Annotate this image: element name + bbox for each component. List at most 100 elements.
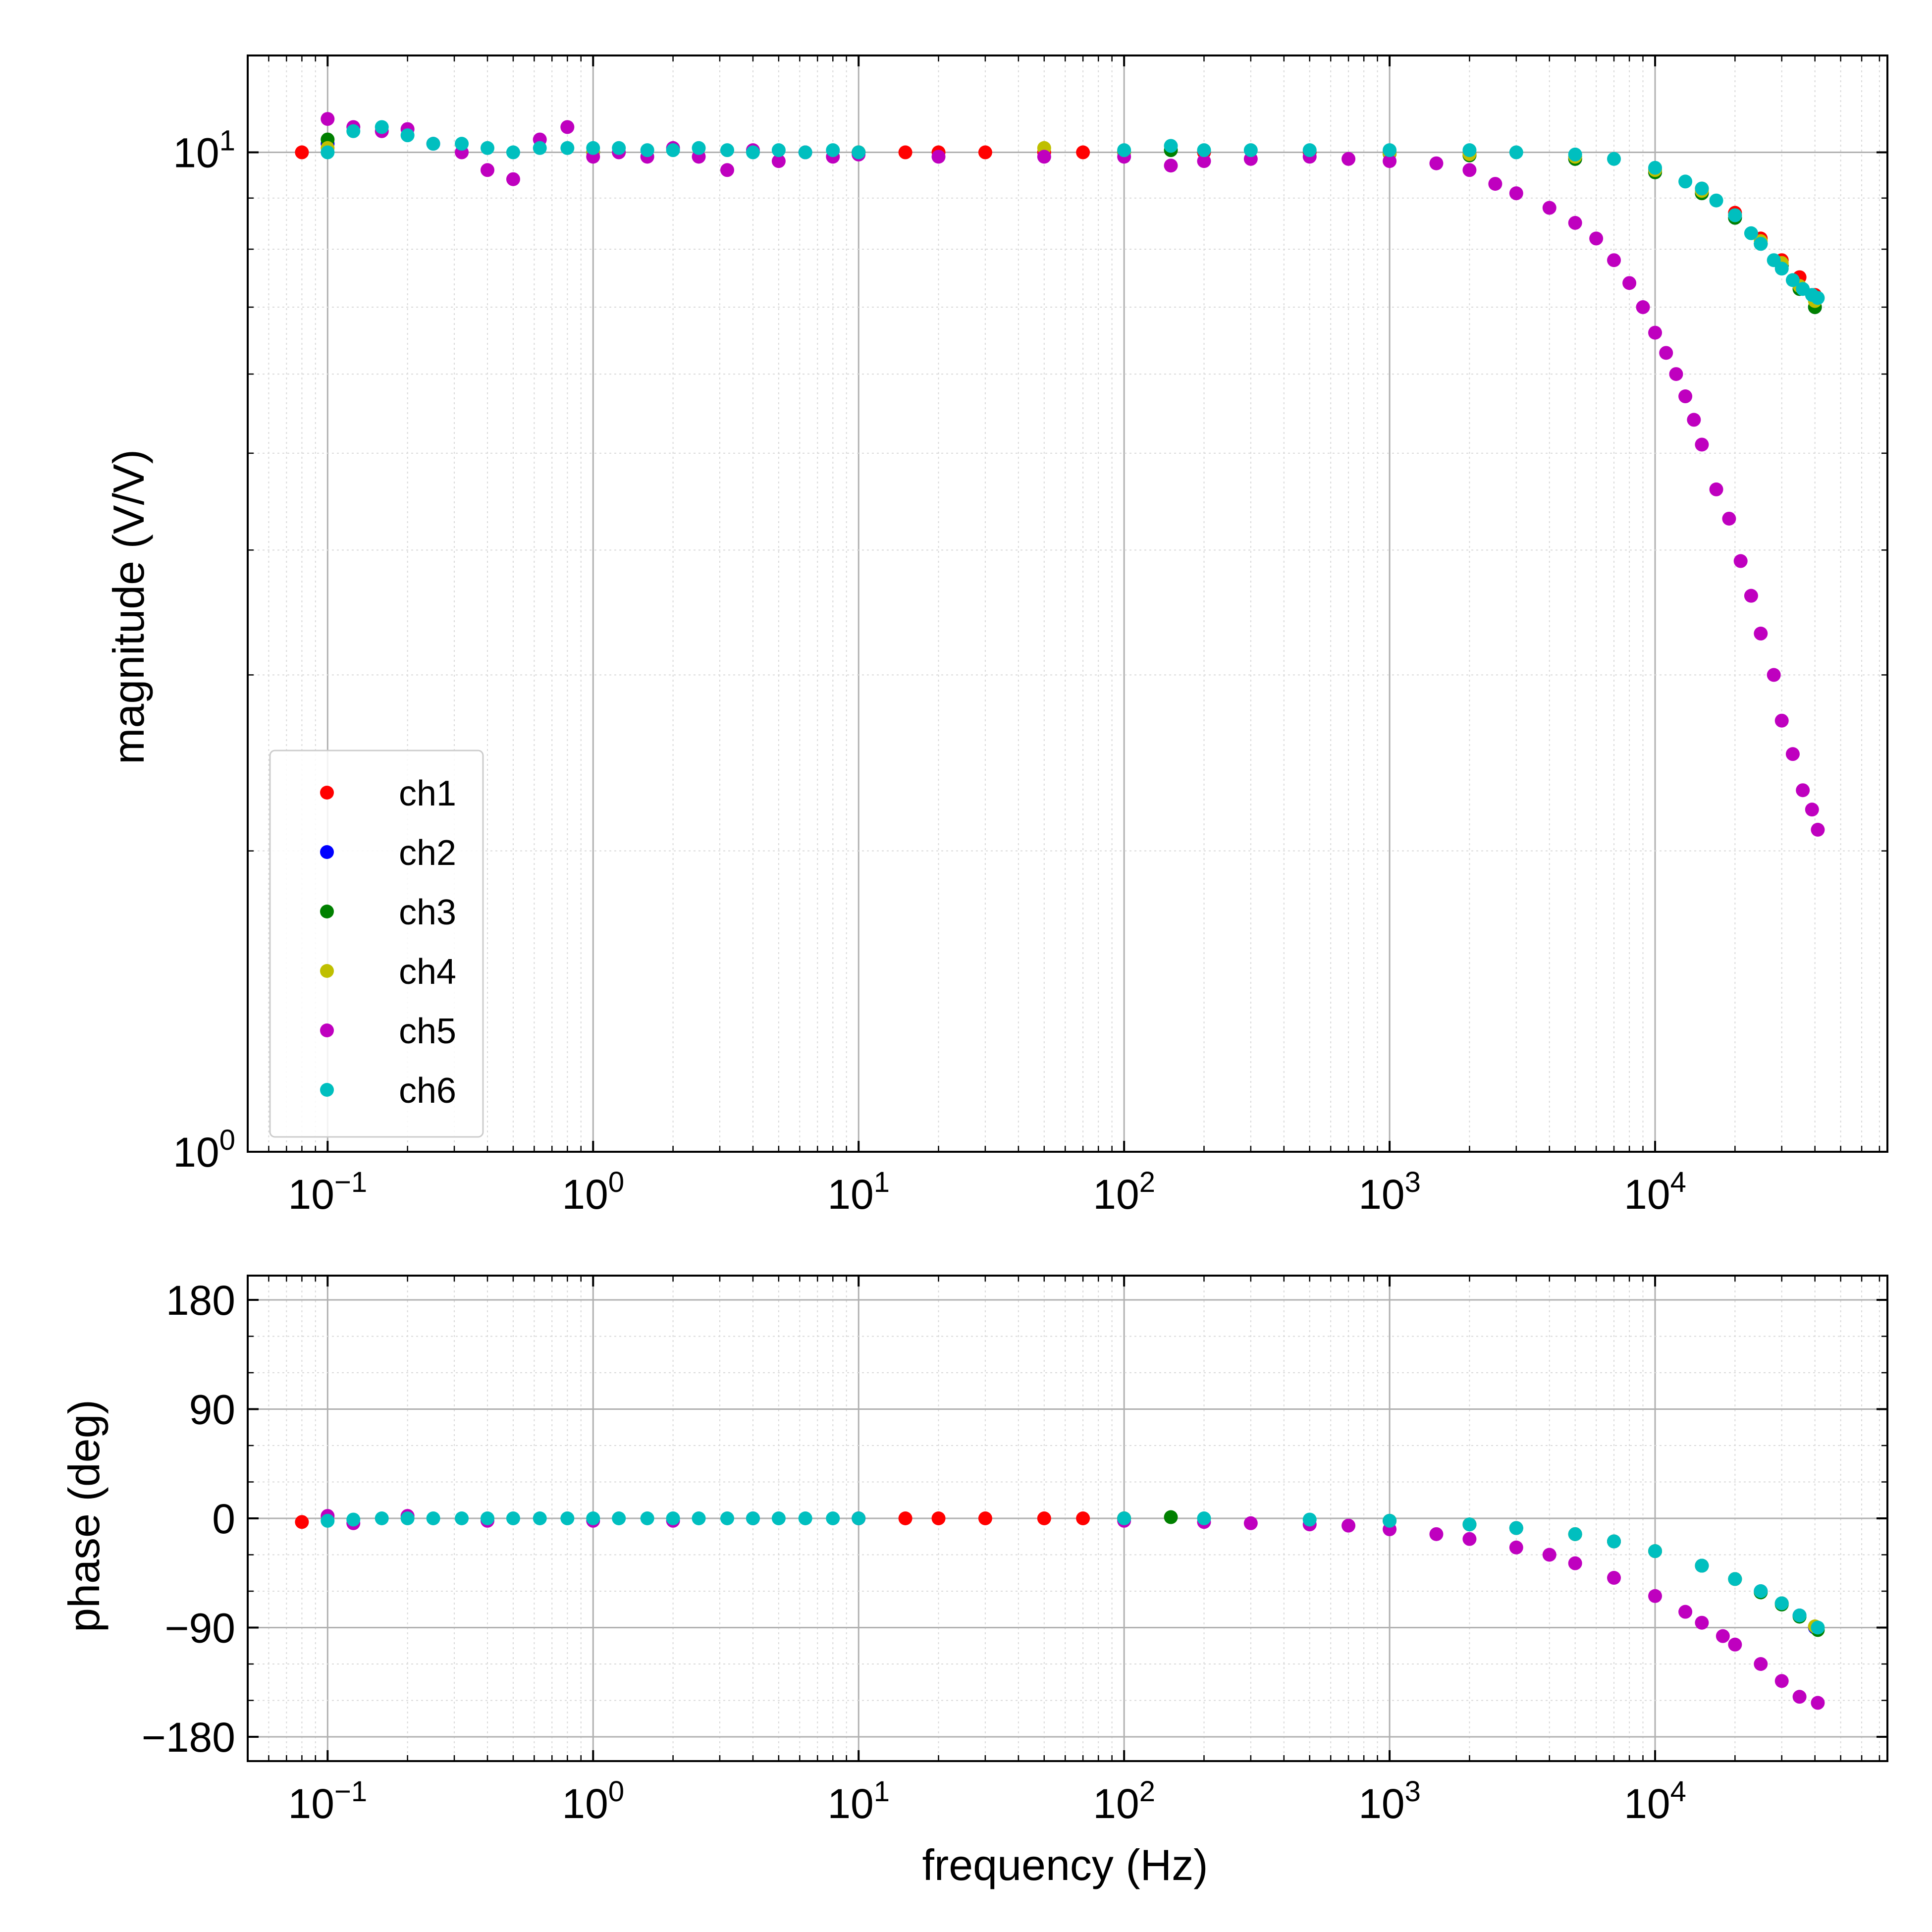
legend-label: ch4	[399, 952, 456, 992]
data-point	[1383, 143, 1396, 157]
data-point	[1710, 194, 1723, 208]
data-point	[1744, 226, 1758, 240]
data-point	[295, 1515, 309, 1529]
data-point	[481, 163, 494, 177]
data-point	[666, 143, 680, 157]
series-ch5	[321, 1509, 1825, 1710]
data-point	[1568, 216, 1582, 230]
data-point	[1037, 150, 1051, 163]
data-point	[1775, 1674, 1789, 1688]
legend-marker	[320, 905, 334, 918]
x-tick-label: 102	[1093, 1775, 1155, 1827]
data-point	[1805, 803, 1819, 816]
data-point	[612, 141, 626, 155]
data-point	[1509, 1521, 1523, 1535]
data-point	[772, 1511, 786, 1525]
phase-panel: 10−1 100 101 102 103 104 180 90 0 −90 −180	[142, 1276, 1887, 1827]
data-point	[455, 137, 469, 151]
data-point	[481, 1511, 494, 1525]
data-point	[978, 1511, 992, 1525]
data-markers	[295, 1509, 1825, 1710]
data-point	[746, 146, 760, 160]
data-point	[1754, 1657, 1768, 1671]
data-point	[1775, 262, 1789, 275]
data-point	[1793, 1690, 1807, 1704]
data-point	[1607, 1571, 1621, 1585]
y-tick-label: −180	[142, 1714, 235, 1761]
data-point	[1509, 146, 1523, 160]
x-tick-label: 100	[562, 1166, 624, 1218]
data-point	[641, 1511, 654, 1525]
data-point	[1076, 1511, 1090, 1525]
x-tick-label: 101	[827, 1775, 890, 1827]
y-tick-label: 100	[173, 1124, 235, 1176]
data-point	[1197, 143, 1211, 157]
data-point	[1607, 1535, 1621, 1549]
data-point	[612, 1511, 626, 1525]
data-point	[295, 146, 309, 160]
data-point	[533, 1511, 547, 1525]
legend-marker	[320, 964, 334, 978]
data-point	[1164, 139, 1178, 153]
data-point	[1678, 174, 1692, 188]
data-point	[1622, 276, 1636, 290]
data-point	[346, 1512, 360, 1526]
data-point	[1796, 783, 1810, 797]
data-point	[321, 112, 334, 126]
series-ch1	[295, 1511, 1131, 1529]
x-tick-label: 104	[1624, 1775, 1686, 1827]
x-tick-label: 102	[1093, 1166, 1155, 1218]
data-point	[1543, 1548, 1556, 1562]
data-point	[586, 1511, 600, 1525]
data-point	[1648, 161, 1662, 175]
data-point	[1734, 554, 1748, 568]
data-point	[1589, 231, 1603, 245]
data-point	[506, 1511, 520, 1525]
data-point	[1037, 1511, 1051, 1525]
data-point	[852, 146, 865, 160]
data-point	[1117, 143, 1131, 157]
legend-marker	[320, 1083, 334, 1097]
x-tick-label: 100	[562, 1775, 624, 1827]
data-point	[427, 1511, 440, 1525]
data-point	[1607, 253, 1621, 267]
data-point	[1509, 1541, 1523, 1555]
data-point	[1509, 186, 1523, 200]
data-point	[1607, 152, 1621, 166]
data-point	[1568, 148, 1582, 161]
legend-marker	[320, 786, 334, 800]
data-point	[1648, 326, 1662, 340]
legend-marker	[320, 845, 334, 859]
legend: ch1ch2ch3ch4ch5ch6	[270, 751, 483, 1137]
data-point	[560, 141, 574, 155]
x-tick-label: 10−1	[288, 1775, 368, 1827]
data-point	[1728, 209, 1742, 222]
data-point	[1076, 146, 1090, 160]
legend-label: ch5	[399, 1012, 456, 1051]
data-point	[1244, 1516, 1258, 1530]
data-point	[375, 1511, 389, 1525]
data-point	[1568, 1527, 1582, 1541]
data-point	[1383, 1514, 1396, 1528]
data-point	[932, 150, 946, 163]
data-point	[1429, 157, 1443, 170]
data-point	[1695, 1559, 1709, 1573]
data-point	[1728, 1572, 1742, 1586]
data-point	[1462, 163, 1476, 177]
data-point	[1462, 1517, 1476, 1531]
data-point	[1648, 1544, 1662, 1558]
data-point	[932, 1511, 946, 1525]
data-point	[401, 1511, 415, 1525]
data-point	[720, 143, 734, 157]
data-point	[641, 143, 654, 157]
data-point	[1117, 1511, 1131, 1525]
data-point	[1636, 300, 1650, 314]
data-point	[1303, 1512, 1317, 1526]
data-point	[1811, 823, 1825, 837]
data-point	[1754, 237, 1768, 251]
series-ch3	[321, 133, 1822, 314]
data-point	[1659, 346, 1673, 360]
grid	[248, 55, 1887, 1152]
data-point	[1678, 1605, 1692, 1619]
